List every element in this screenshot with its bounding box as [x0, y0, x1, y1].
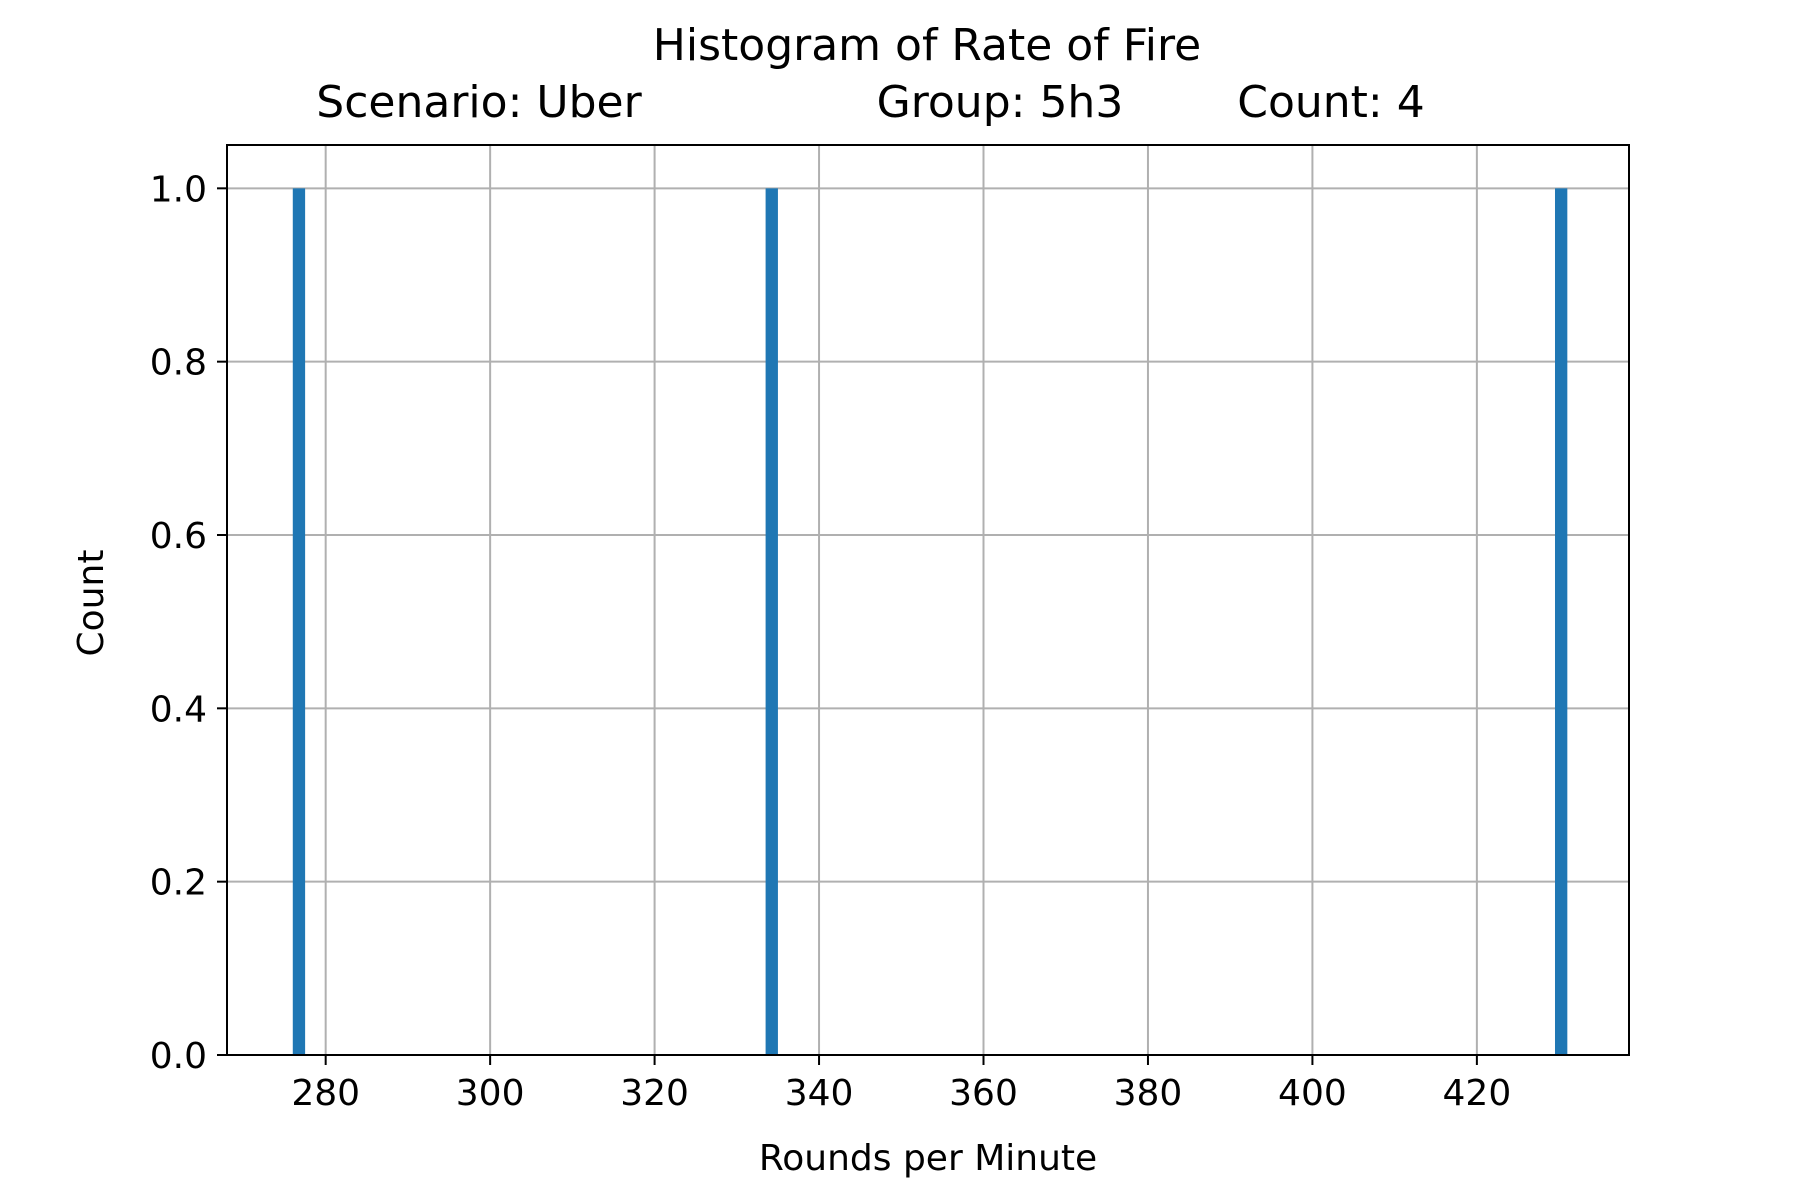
y-tick-label-0.2: 0.2	[150, 863, 207, 904]
y-tick-label-1.0: 1.0	[150, 169, 207, 210]
x-axis-label: Rounds per Minute	[759, 1138, 1097, 1179]
x-tick-label-360: 360	[949, 1073, 1018, 1114]
y-tick-label-0.6: 0.6	[150, 516, 207, 557]
x-tick-label-420: 420	[1443, 1073, 1512, 1114]
x-tick-label-280: 280	[291, 1073, 360, 1114]
y-axis-label: Count	[71, 550, 112, 657]
x-tick-label-400: 400	[1278, 1073, 1347, 1114]
y-tick-label-0.0: 0.0	[150, 1036, 207, 1077]
histogram-bar-2	[765, 188, 778, 1056]
histogram-bar-1	[292, 188, 306, 1056]
chart-title: Histogram of Rate of Fire	[653, 20, 1201, 71]
y-tick-label-0.8: 0.8	[150, 343, 207, 384]
x-tick-label-340: 340	[785, 1073, 854, 1114]
chart-subtitle-count: Count: 4	[1237, 77, 1424, 128]
histogram-bars	[292, 188, 1568, 1056]
chart-subtitle-scenario: Scenario: Uber	[316, 77, 642, 128]
grid-lines	[227, 145, 1629, 1056]
x-tick-label-300: 300	[456, 1073, 525, 1114]
x-tick-label-320: 320	[620, 1073, 689, 1114]
chart-subtitle-group: Group: 5h3	[877, 77, 1124, 128]
axis-ticks: 280 300 320 340 360 380 400 420 0.0 0.2 0.4 0.6 0.8 1…	[150, 169, 1512, 1114]
y-tick-label-0.4: 0.4	[150, 689, 207, 730]
x-tick-label-380: 380	[1114, 1073, 1183, 1114]
histogram-bar-3	[1554, 188, 1568, 1056]
axes-frame	[226, 144, 1630, 1056]
